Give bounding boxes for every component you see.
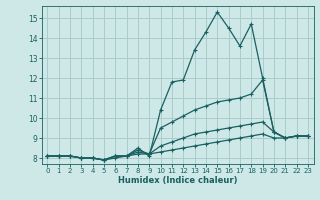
X-axis label: Humidex (Indice chaleur): Humidex (Indice chaleur) [118,176,237,185]
